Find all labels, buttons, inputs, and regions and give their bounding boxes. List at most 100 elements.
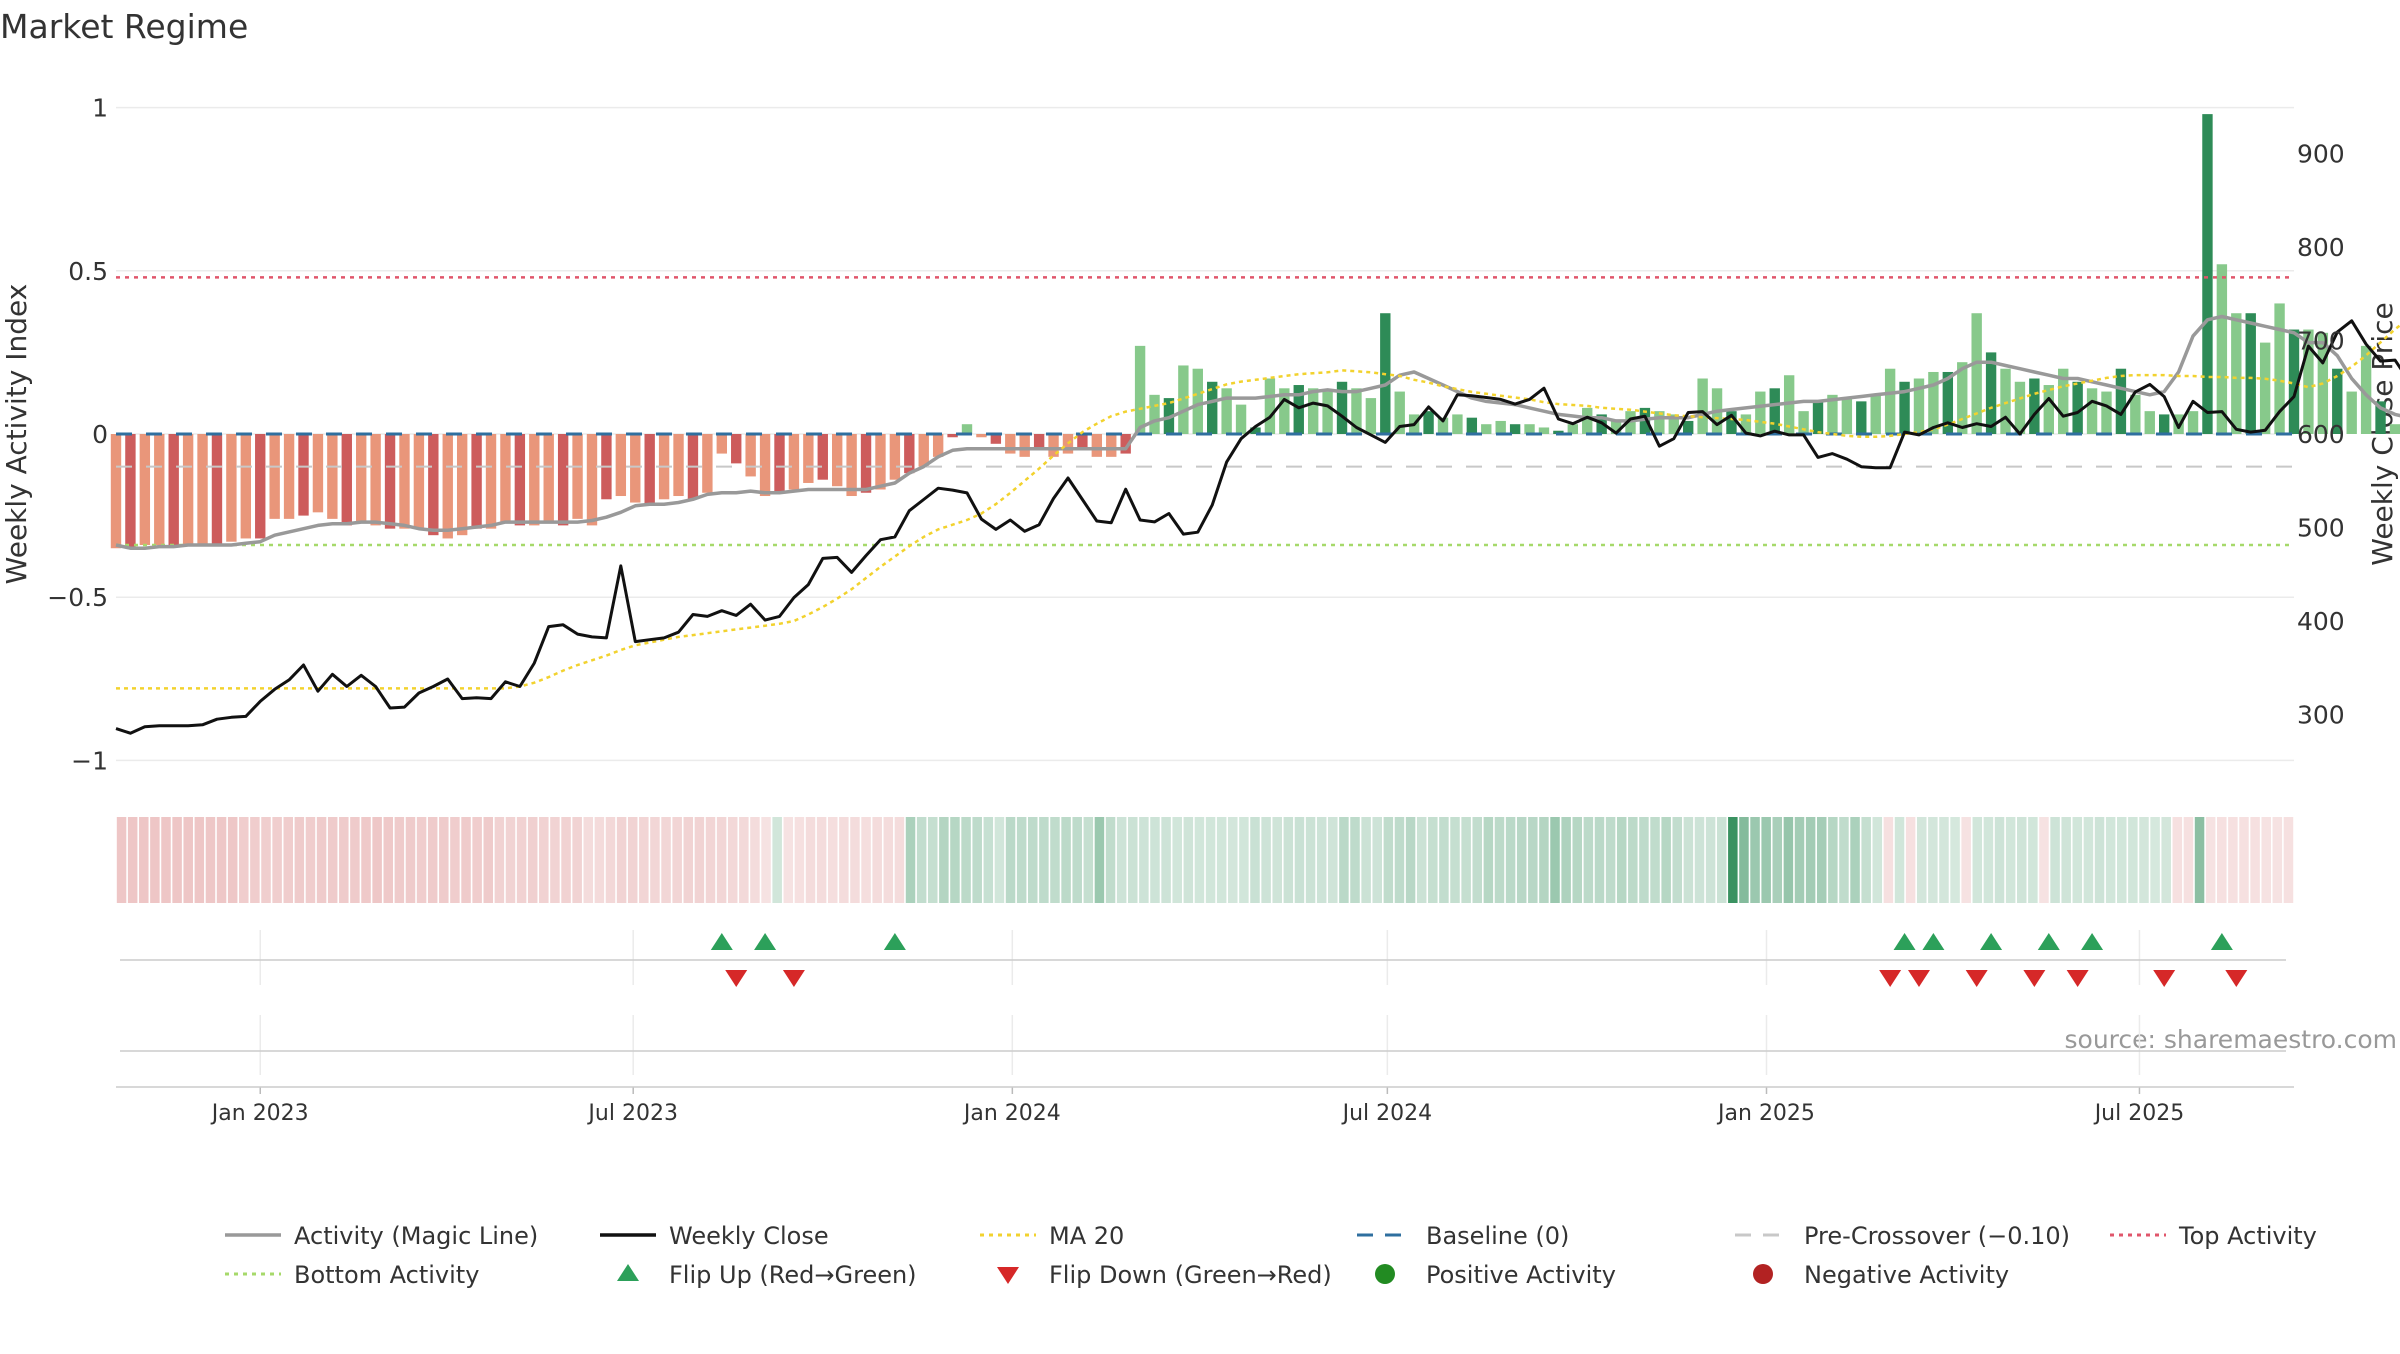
regime-cell: [561, 817, 571, 903]
regime-cell: [1072, 817, 1082, 903]
regime-cell: [1772, 817, 1783, 903]
activity-bar: [428, 434, 439, 536]
activity-bar: [875, 434, 886, 490]
regime-cell: [1939, 817, 1949, 903]
regime-cell: [1639, 817, 1649, 903]
regime-strip: [116, 817, 2294, 903]
regime-cell: [1328, 817, 1338, 903]
activity-bar: [2375, 401, 2386, 434]
regime-cell: [2217, 817, 2227, 903]
regime-cell: [1694, 817, 1705, 903]
activity-bar: [1394, 391, 1405, 434]
activity-bar: [1553, 430, 1564, 434]
regime-cell: [916, 817, 927, 903]
regime-cell: [1616, 817, 1627, 903]
regime-cell: [1572, 817, 1583, 903]
flip-down-marker: [782, 970, 805, 987]
regime-cell: [261, 817, 271, 903]
regime-cell: [1105, 817, 1116, 903]
regime-cell: [939, 817, 949, 903]
regime-cell: [572, 817, 582, 903]
regime-cell: [1094, 817, 1105, 903]
legend-swatch-triangle-down: [997, 1267, 1019, 1284]
x-tick-label: Jul 2025: [2093, 1101, 2185, 1126]
regime-cell: [272, 817, 282, 903]
activity-bar: [1091, 434, 1103, 457]
activity-bar: [1235, 404, 1247, 434]
activity-bar: [557, 434, 569, 526]
legend: Activity (Magic Line) Weekly Close MA 20 Ba…: [225, 1222, 2317, 1289]
regime-cell: [650, 817, 660, 903]
regime-cell: [905, 817, 916, 903]
regime-cell: [783, 817, 794, 903]
activity-bar: [1913, 378, 1925, 434]
regime-cell: [1928, 817, 1938, 903]
x-tick-label: Jan 2024: [962, 1101, 1061, 1126]
regime-cell: [816, 817, 827, 903]
regime-cell: [150, 817, 160, 903]
activity-bar: [1683, 420, 1694, 434]
activity-bar: [1884, 368, 1896, 434]
flip-down-marker: [1965, 970, 1988, 987]
regime-cell: [1116, 817, 1127, 903]
regime-cell: [1761, 817, 1771, 903]
activity-bar: [2014, 381, 2026, 434]
activity-bar: [2115, 368, 2127, 434]
legend-item: Negative Activity: [1753, 1261, 2009, 1289]
regime-cell: [1850, 817, 1860, 903]
regime-cell: [1261, 817, 1271, 903]
activity-bar: [1048, 434, 1059, 457]
activity-bar: [226, 434, 237, 542]
legend-label: Bottom Activity: [294, 1261, 479, 1289]
regime-cell: [1594, 817, 1605, 903]
flip-up-marker: [1922, 933, 1945, 950]
regime-cell: [1183, 817, 1194, 903]
activity-bar: [2332, 368, 2343, 434]
regime-cell: [1650, 817, 1660, 903]
regime-cell: [350, 817, 360, 903]
regime-cell: [1828, 817, 1838, 903]
activity-bar: [1654, 411, 1665, 434]
flip-down-marker: [2153, 970, 2176, 987]
regime-cell: [1750, 817, 1760, 903]
regime-cell: [1339, 817, 1349, 903]
regime-cell: [761, 817, 771, 903]
legend-item: Bottom Activity: [225, 1261, 479, 1289]
regime-cell: [1705, 817, 1716, 903]
activity-bar: [1134, 345, 1146, 434]
x-tick-label: Jan 2023: [210, 1101, 309, 1126]
regime-cell: [383, 817, 394, 903]
regime-cell: [1361, 817, 1371, 903]
regime-cell: [1428, 817, 1438, 903]
activity-bar: [889, 434, 901, 480]
regime-cell: [1150, 817, 1160, 903]
activity-bar: [990, 434, 1002, 444]
regime-cell: [2272, 817, 2283, 903]
regime-cell: [850, 817, 860, 903]
regime-cell: [883, 817, 894, 903]
flip-up-marker: [2210, 933, 2233, 950]
activity-bar: [918, 434, 929, 467]
regime-cell: [472, 817, 482, 903]
regime-cell: [1805, 817, 1816, 903]
activity-bar: [774, 434, 785, 493]
activity-bar: [2346, 391, 2357, 434]
regime-cell: [1216, 817, 1227, 903]
regime-cell: [716, 817, 727, 903]
activity-bar: [1077, 434, 1088, 451]
activity-bar: [976, 434, 987, 438]
activity-bar: [716, 434, 727, 454]
activity-bar: [1524, 424, 1535, 434]
regime-cell: [1861, 817, 1871, 903]
regime-cell: [750, 817, 760, 903]
activity-bar: [370, 434, 381, 526]
activity-bar: [1120, 434, 1131, 454]
activity-bar: [745, 434, 756, 477]
legend-label: Weekly Close: [669, 1222, 829, 1250]
flip-down-marker: [1907, 970, 1930, 987]
regime-cell: [361, 817, 371, 903]
regime-cell: [1083, 817, 1094, 903]
y-axis-left-label: Weekly Activity Index: [0, 284, 33, 585]
